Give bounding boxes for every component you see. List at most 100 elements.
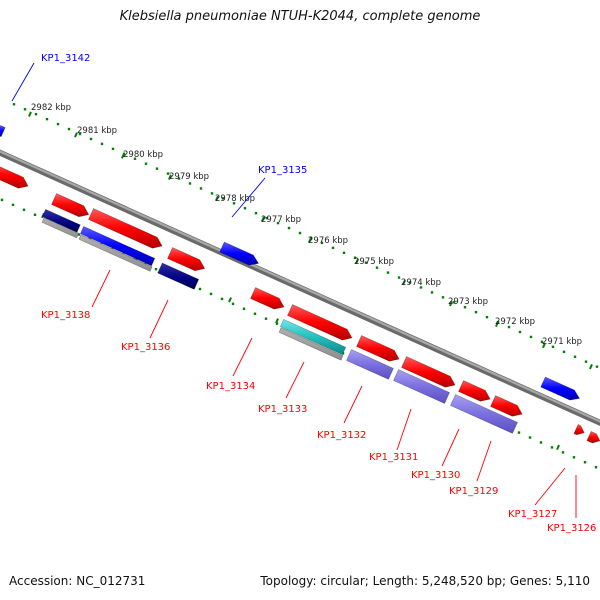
scale-dot xyxy=(463,306,467,309)
cds-bar[interactable] xyxy=(41,217,80,239)
scale-dot xyxy=(331,246,335,250)
gene-kp1-3127[interactable] xyxy=(573,423,585,436)
gene-kp1-3134[interactable] xyxy=(250,287,285,310)
cds-bar[interactable] xyxy=(42,209,81,233)
cds-bar[interactable] xyxy=(278,327,344,361)
cds-bar[interactable] xyxy=(393,369,450,404)
scale-major-tick xyxy=(308,237,312,243)
scale-dot xyxy=(243,207,247,210)
cds-bar[interactable] xyxy=(450,394,518,434)
scale-major-tick xyxy=(215,195,219,202)
scale-dot xyxy=(518,330,522,334)
scale-dot xyxy=(253,312,257,315)
cds-bar[interactable] xyxy=(280,319,347,355)
scale-dot xyxy=(133,157,137,160)
scale-label: 2974 kbp xyxy=(401,278,441,288)
gene-kp1-3128[interactable] xyxy=(540,376,580,401)
scale-dot xyxy=(298,231,302,235)
scale-major-tick xyxy=(495,321,499,328)
gene-kp1-3138[interactable] xyxy=(51,193,90,218)
scale-label: 2975 kbp xyxy=(354,257,394,267)
scale-major-tick xyxy=(402,279,406,286)
cds-bar[interactable] xyxy=(346,349,394,380)
scale-dot xyxy=(342,251,346,254)
scale-label: 2973 kbp xyxy=(448,297,488,307)
scale-label: 2977 kbp xyxy=(261,215,301,225)
scale-label: 2972 kbp xyxy=(495,317,535,327)
scale-dot xyxy=(67,127,71,131)
gene-kp1-3126[interactable] xyxy=(586,431,600,444)
scale-dot xyxy=(386,271,390,274)
scale-dot xyxy=(529,335,533,339)
gene-label[interactable]: KP1_3138 xyxy=(41,310,90,321)
scale-dot xyxy=(56,122,60,126)
gene-label[interactable]: KP1_3135 xyxy=(258,165,307,176)
scale-major-tick xyxy=(168,174,172,180)
scale-major-tick xyxy=(261,216,265,222)
scale-major-tick xyxy=(355,258,359,265)
gene-label[interactable]: KP1_3127 xyxy=(508,509,557,520)
gene-kp1-3130[interactable] xyxy=(458,380,491,402)
gene-label[interactable]: KP1_3130 xyxy=(411,470,460,481)
scale-label: 2981 kbp xyxy=(77,126,117,136)
feature-layer[interactable] xyxy=(0,125,600,444)
scale-major-tick xyxy=(28,111,32,117)
callout-line xyxy=(232,337,253,377)
gene-label[interactable]: KP1_3136 xyxy=(121,342,170,353)
gene-kp1-3142[interactable] xyxy=(0,125,6,138)
scale-label: 2980 kbp xyxy=(123,150,163,160)
callout-line xyxy=(441,428,460,467)
gene-kp1-3139[interactable] xyxy=(0,163,29,189)
scale-major-tick xyxy=(556,444,560,451)
scale-dot xyxy=(441,296,445,299)
scale-label: 2982 kbp xyxy=(31,103,71,113)
scale-dot xyxy=(474,311,478,314)
scale-dot xyxy=(154,268,158,271)
gene-kp1-3133[interactable] xyxy=(287,304,353,341)
callout-line xyxy=(285,361,305,399)
scale-dot xyxy=(584,360,588,363)
scale-dot xyxy=(540,340,544,344)
gene-label[interactable]: KP1_3142 xyxy=(41,53,90,64)
gene-label[interactable]: KP1_3131 xyxy=(369,452,418,463)
callout-line xyxy=(231,177,266,218)
scale-dot xyxy=(89,137,93,141)
scale-dot xyxy=(419,286,423,289)
scale-major-tick xyxy=(228,297,232,303)
scale-dot xyxy=(22,208,26,211)
scale-dot xyxy=(33,213,37,216)
scale-major-tick xyxy=(275,318,279,324)
gene-kp1-3137[interactable] xyxy=(88,208,163,249)
scale-dot xyxy=(11,203,15,207)
gene-label[interactable]: KP1_3132 xyxy=(317,430,366,441)
scale-dot xyxy=(221,197,225,200)
scale-dot xyxy=(573,355,577,358)
gene-kp1-3129[interactable] xyxy=(490,395,523,417)
scale-dot xyxy=(408,281,412,284)
gene-label[interactable]: KP1_3126 xyxy=(547,523,596,534)
scale-dot xyxy=(177,177,181,180)
gene-kp1-3131[interactable] xyxy=(401,356,456,388)
cds-bar[interactable] xyxy=(80,226,156,267)
genome-title: Klebsiella pneumoniae NTUH-K2044, comple… xyxy=(119,9,481,24)
gene-label[interactable]: KP1_3133 xyxy=(258,404,307,415)
callout-line xyxy=(91,269,111,308)
scale-label: 2978 kbp xyxy=(215,194,255,204)
scale-dot xyxy=(0,198,4,202)
gene-kp1-3132[interactable] xyxy=(356,335,400,362)
gene-label[interactable]: KP1_3134 xyxy=(206,381,255,392)
callout-line xyxy=(343,385,363,424)
scale-dot xyxy=(111,147,115,151)
scale-dot xyxy=(364,261,368,264)
scale-dot xyxy=(242,307,246,310)
cds-bar[interactable] xyxy=(78,234,153,272)
scale-dot xyxy=(155,167,159,170)
cds-bar[interactable] xyxy=(157,262,200,290)
gene-label[interactable]: KP1_3129 xyxy=(449,486,498,497)
gene-kp1-3135[interactable] xyxy=(219,241,259,266)
scale-dot xyxy=(496,320,500,324)
scale-dot xyxy=(144,162,148,165)
gene-kp1-3136[interactable] xyxy=(167,247,206,272)
callout-line xyxy=(149,299,169,339)
